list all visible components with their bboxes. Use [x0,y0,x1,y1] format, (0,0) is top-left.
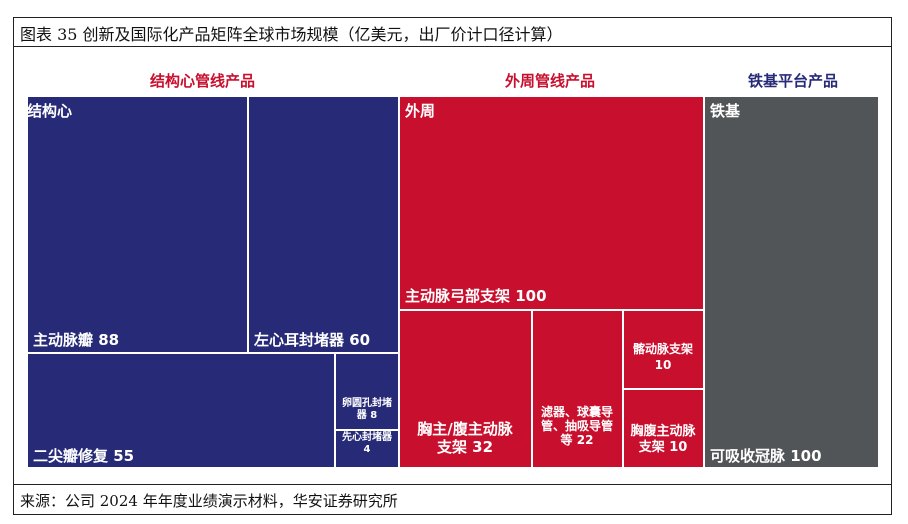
tile-label-structural-3: 卵圆孔封堵器 8 [342,396,392,421]
source-note: 来源：公司 2024 年年度业绩演示材料，华安证券研究所 [20,492,398,510]
tile-peripheral-2 [531,309,624,469]
group-inner-label-iron: 铁基 [710,102,741,120]
figure-title: 图表 35 创新及国际化产品矩阵全球市场规模（亿美元，出厂价计口径计算） [20,25,563,44]
group-inner-label-structural: 结构心 [27,102,72,120]
tile-peripheral-4 [622,388,705,469]
tile-label-structural-4: 先心封堵器 4 [342,430,393,455]
tile-label-structural-2: 二尖瓣修复 55 [33,447,134,465]
tile-label-peripheral-0: 主动脉弓部支架 100 [405,287,547,305]
title-divider [13,46,892,47]
group-header-structural: 结构心管线产品 [150,72,256,90]
tile-label-structural-1: 左心耳封堵器 60 [253,331,370,349]
figure-frame [13,17,892,515]
tile-structural-3 [334,352,400,431]
tile-label-peripheral-3: 髂动脉支架 10 [633,341,693,372]
tile-label-structural-0: 主动脉瓣 88 [33,331,119,349]
tile-peripheral-1 [398,309,533,469]
tile-iron-0 [703,95,880,469]
group-inner-label-peripheral: 外周 [404,102,435,120]
tile-structural-2 [26,352,336,469]
tile-label-peripheral-1: 胸主/腹主动脉支架 32 [417,420,513,456]
group-header-iron: 铁基平台产品 [748,72,839,90]
tile-structural-1 [247,95,400,354]
tile-peripheral-0 [398,95,705,311]
source-divider [13,484,892,485]
tile-label-iron-0: 可吸收冠脉 100 [710,447,822,465]
tile-structural-0 [26,95,249,354]
tile-structural-4 [334,429,400,469]
tile-label-peripheral-2: 滤器、球囊导管、抽吸导管等 22 [541,404,613,447]
group-header-peripheral: 外周管线产品 [505,72,596,90]
tile-label-peripheral-4: 胸腹主动脉支架 10 [630,423,696,455]
